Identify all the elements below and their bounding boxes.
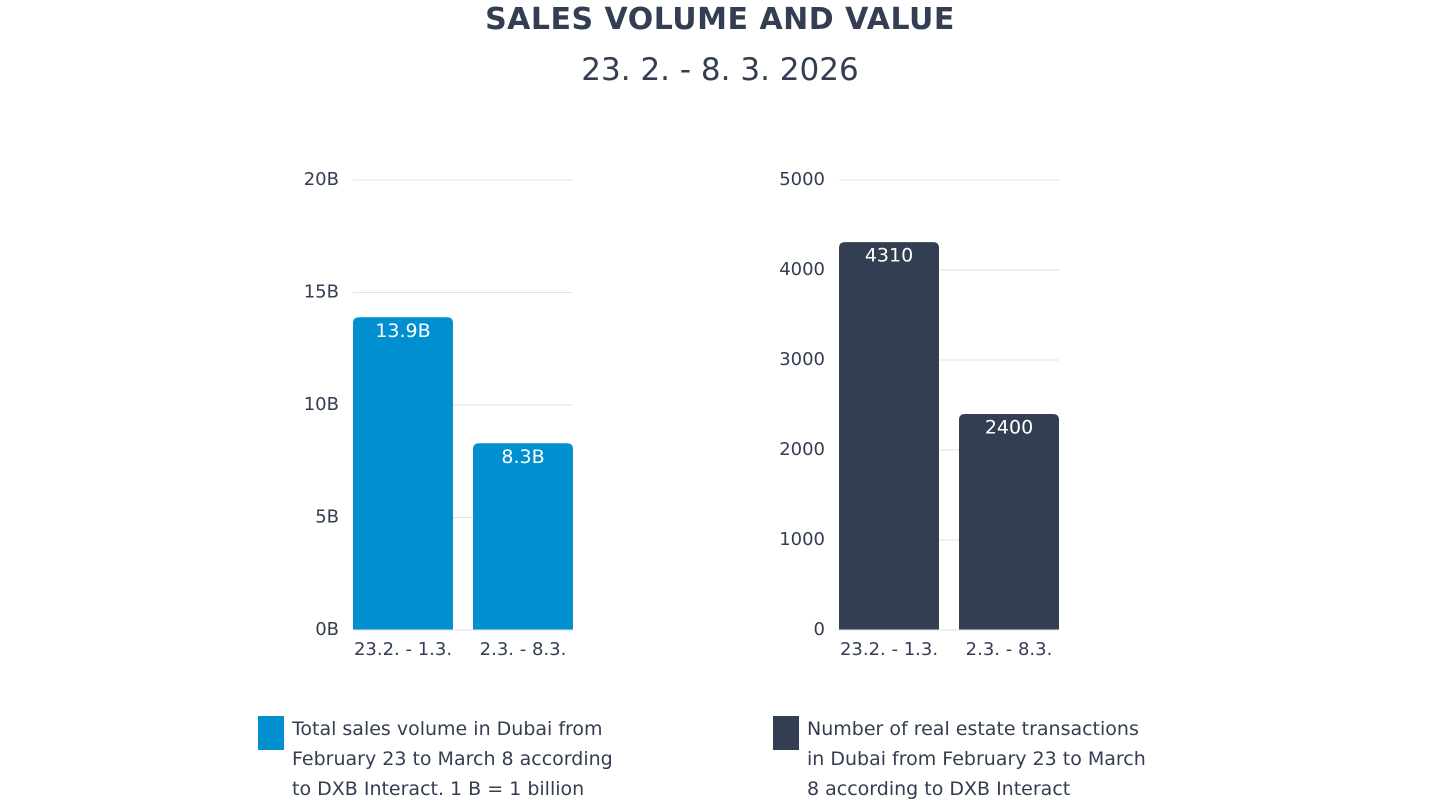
x-category-label: 23.2. - 1.3. <box>840 639 938 660</box>
bar-volume-1 <box>473 443 573 630</box>
bar-value-label: 4310 <box>865 245 913 267</box>
chart-transactions: 0 1000 2000 3000 4000 5000 4310 23.2. - 1.3. 240… <box>779 169 1059 660</box>
y-tick-label: 3000 <box>779 349 825 370</box>
y-tick-label: 0B <box>315 619 339 640</box>
bar-value-label: 8.3B <box>501 446 544 468</box>
bar-transactions-0 <box>839 242 939 630</box>
legend-text-transactions: Number of real estate transactions in Du… <box>807 718 1146 800</box>
legend-text-volume: Total sales volume in Dubai from Februar… <box>292 718 613 800</box>
y-tick-label: 5000 <box>779 169 825 190</box>
y-tick-label: 15B <box>304 282 339 303</box>
page-title: SALES VOLUME AND VALUE <box>485 2 955 37</box>
chart-volume: 0B 5B 10B 15B 20B 13.9B 23.2. - 1.3. 8.3B 2.3. -… <box>304 169 573 660</box>
bar-transactions-1 <box>959 414 1059 630</box>
y-tick-label: 20B <box>304 169 339 190</box>
y-tick-label: 1000 <box>779 529 825 550</box>
y-tick-label: 4000 <box>779 259 825 280</box>
x-category-label: 23.2. - 1.3. <box>354 639 452 660</box>
legend-swatch-volume <box>258 716 284 750</box>
y-tick-label: 0 <box>814 619 825 640</box>
legend-transactions: Number of real estate transactions in Du… <box>773 714 1146 800</box>
y-tick-label: 10B <box>304 394 339 415</box>
legend-volume: Total sales volume in Dubai from Februar… <box>258 714 613 800</box>
x-category-label: 2.3. - 8.3. <box>966 639 1053 660</box>
page-subtitle: 23. 2. - 8. 3. 2026 <box>581 52 859 88</box>
x-category-label: 2.3. - 8.3. <box>480 639 567 660</box>
y-tick-label: 5B <box>315 507 339 528</box>
bar-volume-0 <box>353 317 453 630</box>
bar-value-label: 13.9B <box>375 320 430 342</box>
y-tick-label: 2000 <box>779 439 825 460</box>
legend-swatch-transactions <box>773 716 799 750</box>
bar-value-label: 2400 <box>985 417 1033 439</box>
